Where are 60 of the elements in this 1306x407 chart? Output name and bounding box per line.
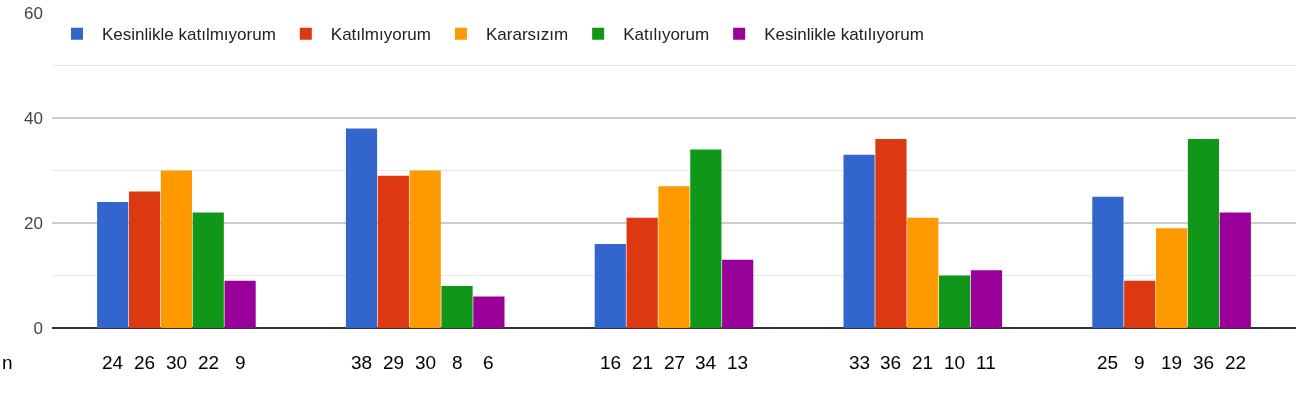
bar	[658, 186, 690, 328]
bar	[160, 170, 192, 328]
bar	[377, 175, 409, 328]
data-label: 16	[600, 352, 622, 373]
data-label: 9	[235, 352, 246, 373]
data-label: 24	[102, 352, 124, 373]
legend-label: Kesinlikle katılıyorum	[764, 25, 924, 45]
bar	[722, 259, 754, 328]
legend-label: Katılmıyorum	[330, 25, 431, 45]
bar	[939, 275, 971, 328]
bar	[441, 286, 473, 328]
bar	[192, 212, 224, 328]
data-label: 6	[483, 352, 494, 373]
bar	[97, 202, 129, 328]
bar	[1156, 228, 1188, 328]
data-label: 21	[912, 352, 934, 373]
legend-label: Kesinlikle katılmıyorum	[102, 25, 276, 45]
bar	[970, 270, 1003, 328]
data-label: 25	[1097, 352, 1119, 373]
bar	[626, 217, 658, 328]
bar	[224, 280, 256, 328]
data-label: 22	[1225, 352, 1247, 373]
data-label: 34	[695, 352, 717, 373]
bar	[128, 191, 161, 328]
data-label: 26	[134, 352, 156, 373]
bar	[907, 217, 939, 328]
data-label: 36	[1193, 352, 1215, 373]
data-label: 11	[976, 352, 996, 373]
bar	[843, 154, 875, 328]
bar	[1124, 280, 1156, 328]
bar	[409, 170, 441, 328]
data-label: 10	[944, 352, 966, 373]
text: n	[2, 352, 13, 373]
data-label: 8	[452, 352, 463, 373]
bar	[875, 139, 907, 328]
bar	[473, 296, 505, 328]
data-label: 13	[727, 352, 749, 373]
y-tick-label: 0	[33, 318, 43, 338]
legend-label: Katılıyorum	[623, 25, 710, 45]
bar	[1187, 139, 1220, 328]
data-label: 19	[1161, 352, 1183, 373]
bar	[345, 128, 378, 328]
y-tick-label: 60	[24, 3, 43, 23]
data-label: 38	[351, 352, 373, 373]
data-label: 36	[880, 352, 902, 373]
data-label: 33	[849, 352, 871, 373]
y-tick-label: 40	[24, 108, 43, 128]
data-label: 30	[415, 352, 437, 373]
data-label: 21	[632, 352, 654, 373]
bar	[594, 244, 626, 328]
legend-label: Kararsızım	[485, 25, 569, 45]
bar	[1092, 196, 1124, 328]
data-label: 27	[664, 352, 686, 373]
data-label: 22	[198, 352, 220, 373]
y-tick-label: 20	[24, 213, 43, 233]
bar	[1219, 212, 1251, 328]
data-label: 9	[1134, 352, 1145, 373]
data-label: 29	[383, 352, 405, 373]
data-label: 30	[166, 352, 188, 373]
bar	[690, 149, 722, 328]
